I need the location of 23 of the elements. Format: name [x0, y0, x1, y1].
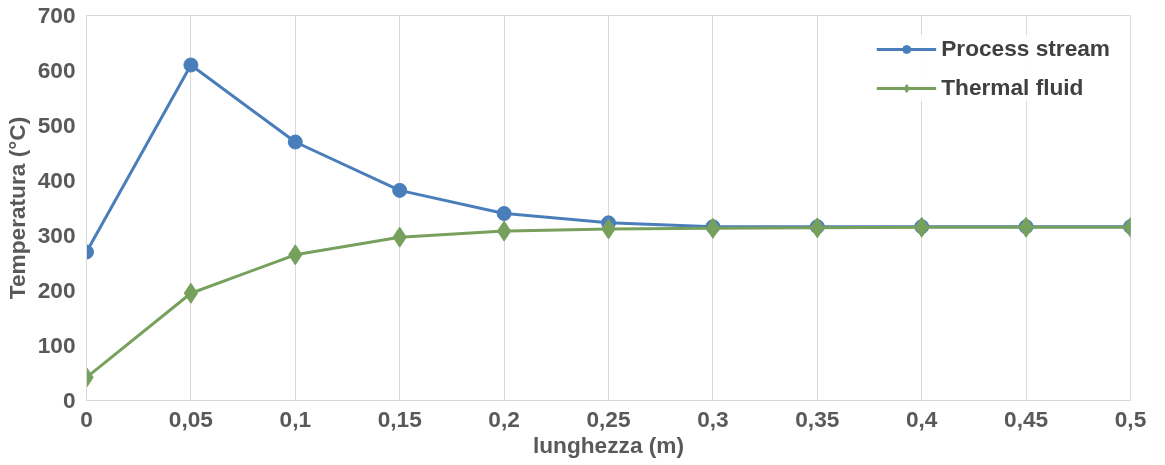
y-tick-label: 600 — [37, 57, 76, 83]
y-tick-label: 400 — [37, 167, 76, 193]
y-axis-title: Temperatura (°C) — [3, 116, 30, 300]
x-tick-label: 0,5 — [1114, 405, 1147, 432]
y-tick-label: 100 — [37, 332, 76, 358]
y-tick-label: 700 — [37, 2, 76, 28]
x-tick-label: 0,4 — [905, 405, 938, 432]
x-tick-label: 0,1 — [279, 405, 312, 432]
y-tick-label: 500 — [37, 112, 76, 138]
x-tick-label: 0,15 — [377, 405, 422, 432]
x-tick-label: 0,05 — [168, 405, 213, 432]
y-tick-label: 300 — [37, 222, 76, 248]
x-tick-label: 0,25 — [586, 405, 631, 432]
x-tick-label: 0,2 — [488, 405, 520, 432]
x-tick-label: 0 — [80, 405, 93, 432]
x-axis-title: lunghezza (m) — [532, 431, 685, 458]
x-tick-label: 0,3 — [697, 405, 729, 432]
x-tick-label: 0,45 — [1004, 405, 1049, 432]
legend-label: Thermal fluid — [941, 74, 1084, 101]
y-tick-label: 0 — [62, 387, 76, 413]
y-tick-label: 200 — [37, 277, 76, 303]
legend-label: Process stream — [941, 35, 1110, 62]
x-tick-label: 0,35 — [795, 405, 840, 432]
